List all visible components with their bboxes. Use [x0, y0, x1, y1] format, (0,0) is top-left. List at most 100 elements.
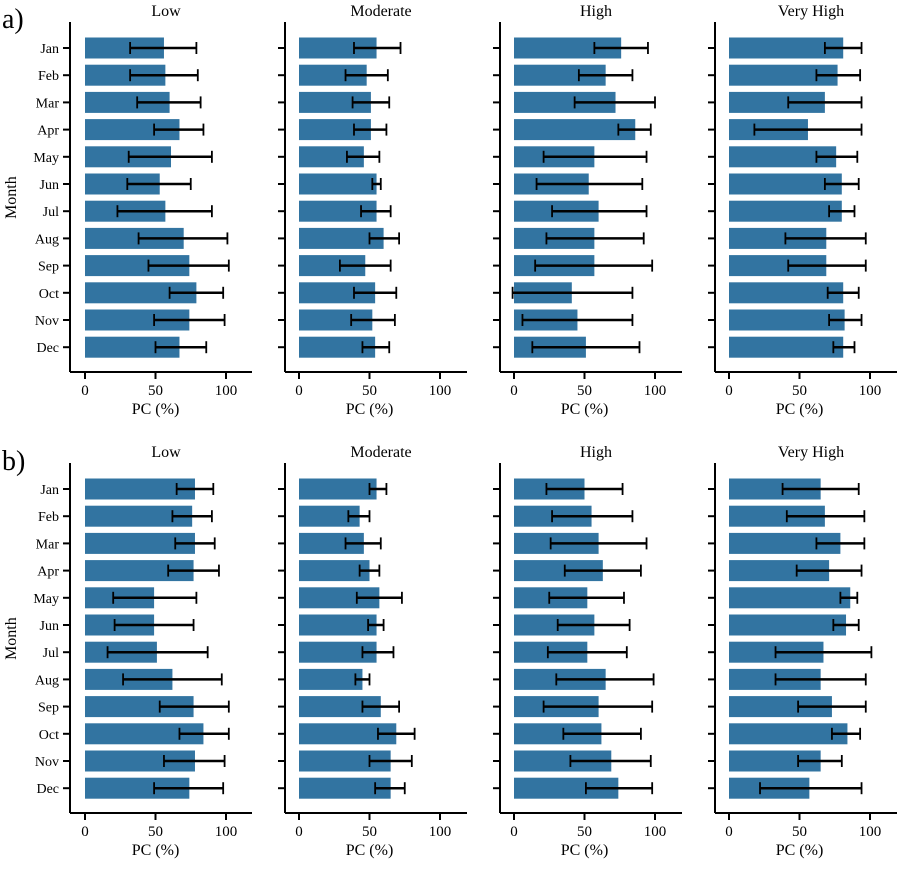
bar-oct: [514, 723, 602, 745]
x-tick-label: 100: [429, 383, 452, 399]
bar-apr: [299, 119, 371, 141]
bar-dec: [514, 777, 619, 799]
bar-jun: [514, 614, 595, 636]
bar-jan: [299, 478, 377, 500]
bar-jan: [729, 478, 821, 500]
bar-apr: [299, 560, 370, 582]
x-axis-label: PC (%): [561, 842, 609, 859]
bar-jun: [729, 173, 842, 195]
x-tick-label: 100: [644, 383, 667, 399]
subplot-title: Very High: [778, 444, 844, 461]
subplot-title: Low: [151, 444, 181, 461]
bar-nov: [85, 309, 190, 331]
bar-apr: [514, 119, 636, 141]
bar-nov: [729, 309, 845, 331]
x-tick-label: 100: [215, 824, 238, 840]
y-tick-label: Oct: [39, 287, 59, 302]
x-tick-label: 0: [295, 383, 303, 399]
bar-dec: [729, 336, 844, 358]
bar-jul: [729, 200, 842, 222]
subplot-title: High: [580, 3, 612, 20]
bar-oct: [299, 282, 376, 304]
x-tick-label: 100: [859, 824, 882, 840]
bar-apr: [514, 560, 603, 582]
bar-dec: [299, 336, 376, 358]
y-tick-label: Sep: [38, 260, 59, 275]
bar-dec: [85, 777, 190, 799]
y-tick-label: Jun: [40, 619, 59, 634]
subplot-low: Low 0 50 100 PC (%) Jan Feb Mar Apr May Jun Jul Aug S…: [33, 3, 252, 418]
bar-apr: [85, 119, 180, 141]
y-tick-label: Mar: [36, 96, 60, 111]
subplot-moderate: Moderate 0 50 100 PC (%): [278, 444, 467, 859]
y-tick-label: Feb: [38, 69, 59, 84]
bar-mar: [299, 532, 364, 554]
x-tick-label: 50: [577, 383, 592, 399]
x-tick-label: 0: [295, 824, 303, 840]
subplot-title: High: [580, 444, 612, 461]
subplot-title: Low: [151, 3, 181, 20]
figure-row-b: b) Month Low 0 50 100 PC (%) Jan Feb Mar Apr May Jun…: [2, 444, 897, 859]
x-tick-label: 50: [362, 383, 377, 399]
y-tick-label: Jul: [43, 646, 59, 661]
x-tick-label: 100: [215, 383, 238, 399]
bar-feb: [85, 64, 166, 86]
y-tick-label: Aug: [35, 673, 59, 688]
bar-oct: [85, 282, 197, 304]
y-tick-label: Sep: [38, 701, 59, 716]
bar-mar: [514, 91, 616, 113]
subplot-title: Moderate: [350, 3, 411, 20]
y-tick-label: Apr: [37, 565, 59, 580]
bar-oct: [729, 723, 848, 745]
bar-jan: [299, 37, 377, 59]
bar-sep: [729, 696, 832, 718]
x-tick-label: 100: [644, 824, 667, 840]
bar-mar: [85, 532, 195, 554]
x-axis-label: PC (%): [132, 842, 180, 859]
subplot-very-high: Very High 0 50 100 PC (%): [708, 3, 897, 418]
bar-mar: [729, 91, 825, 113]
y-tick-label: May: [33, 151, 59, 166]
x-tick-label: 50: [792, 383, 807, 399]
subplot-high: High 0 50 100 PC (%): [493, 444, 682, 859]
y-tick-label: Dec: [36, 341, 59, 356]
bar-feb: [729, 505, 825, 527]
figure-row-a: a) Month Low 0 50 100 PC (%) Jan Feb Mar Apr May Jun…: [2, 3, 897, 418]
y-tick-label: Jul: [43, 205, 59, 220]
bar-feb: [299, 505, 360, 527]
bar-nov: [299, 309, 373, 331]
subplot-title: Moderate: [350, 444, 411, 461]
y-tick-label: Aug: [35, 232, 59, 247]
bar-may: [729, 146, 837, 168]
bar-oct: [729, 282, 844, 304]
x-axis-label: PC (%): [346, 842, 394, 859]
y-tick-label: Apr: [37, 124, 59, 139]
x-tick-label: 100: [429, 824, 452, 840]
y-axis-label: Month: [3, 617, 20, 660]
y-tick-label: Mar: [36, 537, 60, 552]
x-tick-label: 0: [510, 383, 518, 399]
y-tick-label: May: [33, 592, 59, 607]
x-tick-label: 50: [148, 383, 163, 399]
x-tick-label: 0: [725, 824, 733, 840]
bar-mar: [85, 91, 170, 113]
y-tick-label: Nov: [35, 314, 59, 329]
bar-nov: [299, 750, 391, 772]
y-tick-label: Jan: [40, 483, 59, 498]
bar-mar: [729, 532, 841, 554]
subplot-high: High 0 50 100 PC (%): [493, 3, 682, 418]
bar-jan: [729, 37, 844, 59]
y-tick-label: Dec: [36, 782, 59, 797]
bar-jun: [299, 173, 377, 195]
bar-jul: [299, 200, 377, 222]
x-tick-label: 0: [510, 824, 518, 840]
x-tick-label: 0: [81, 824, 89, 840]
bar-nov: [85, 750, 195, 772]
y-tick-label: Jun: [40, 178, 59, 193]
subplot-title: Very High: [778, 3, 844, 20]
bar-feb: [299, 64, 367, 86]
y-tick-label: Nov: [35, 755, 59, 770]
x-axis-label: PC (%): [132, 401, 180, 418]
bar-sep: [85, 696, 194, 718]
